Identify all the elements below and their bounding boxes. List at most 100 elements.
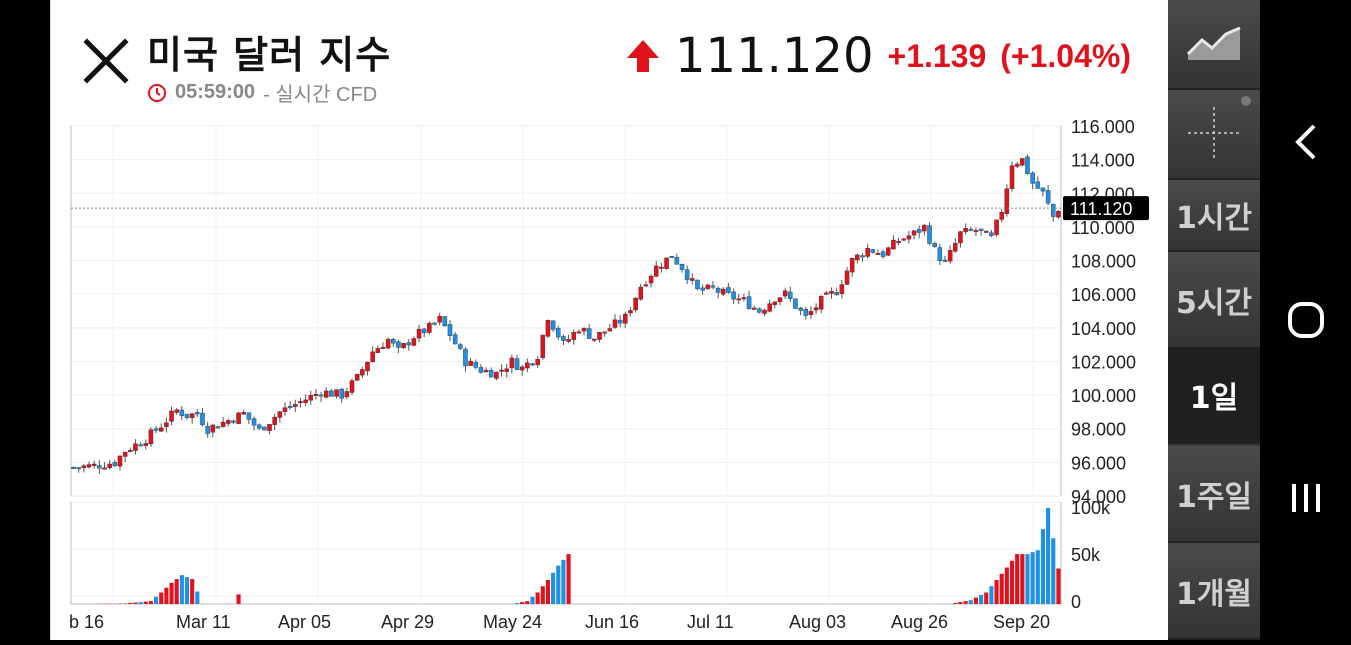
candlestick-chart-svg[interactable]: 116.000114.000112.000110.000108.000106.0… (51, 120, 1169, 640)
candle (242, 412, 246, 414)
volume-bar (154, 597, 158, 604)
candle (1020, 158, 1024, 165)
price-change-percent: (+1.04%) (1000, 38, 1131, 75)
line-chart-icon (1186, 24, 1242, 64)
candle (659, 267, 663, 269)
candle (195, 412, 199, 414)
recent-apps-icon[interactable] (1280, 472, 1332, 524)
x-tick-label: Apr 29 (381, 612, 434, 632)
candle (1015, 164, 1019, 166)
candle (175, 410, 179, 413)
candle (123, 452, 127, 456)
candle (577, 332, 581, 334)
instrument-title: 미국 달러 지수 (147, 24, 391, 79)
volume-bar (164, 588, 168, 604)
candle (664, 258, 668, 269)
volume-bar (541, 586, 545, 604)
timeframe-2[interactable]: 1일 (1168, 347, 1260, 444)
candle (768, 304, 772, 312)
candle (257, 425, 261, 428)
crosshair-icon (1168, 89, 1260, 179)
volume-bar (195, 592, 199, 604)
candle (77, 467, 81, 469)
timeframe-3[interactable]: 1주일 (1168, 446, 1260, 543)
candle (541, 335, 545, 358)
candle (139, 445, 143, 447)
candle (1051, 204, 1055, 216)
candle (247, 413, 251, 420)
candle (113, 462, 117, 465)
candle (293, 404, 297, 406)
volume-bar (546, 580, 550, 604)
candle (556, 328, 560, 337)
candle (72, 467, 76, 469)
crosshair-button[interactable] (1168, 90, 1260, 180)
candle (82, 466, 86, 468)
candle (530, 364, 534, 366)
candle (721, 289, 725, 294)
volume-bar (144, 602, 148, 604)
candle (783, 291, 787, 296)
candle (324, 391, 328, 397)
clock-icon (147, 83, 167, 103)
candle (108, 464, 112, 468)
candle (164, 423, 168, 427)
candle (314, 394, 318, 396)
home-icon[interactable] (1280, 294, 1332, 346)
candle (1010, 166, 1014, 189)
candle (551, 321, 555, 330)
volume-bar (133, 603, 137, 604)
candle (391, 339, 395, 343)
candle (711, 286, 715, 288)
candle (221, 422, 225, 427)
chart-type-button[interactable] (1168, 0, 1260, 90)
candle (886, 248, 890, 256)
candle (252, 419, 256, 426)
close-icon[interactable] (81, 36, 131, 86)
y-tick-label: 106.000 (1071, 285, 1136, 305)
candle (623, 314, 627, 323)
candle (1046, 190, 1050, 203)
candle (118, 456, 122, 466)
volume-bar (1015, 554, 1019, 604)
candle (1036, 182, 1040, 189)
candle (381, 347, 385, 349)
candle (917, 229, 921, 232)
candle (809, 311, 813, 314)
candle (866, 248, 870, 256)
candle (396, 342, 400, 348)
candle (726, 287, 730, 292)
timeframe-4[interactable]: 1개월 (1168, 543, 1260, 640)
candle (206, 426, 210, 433)
candle (345, 391, 349, 396)
candle (608, 329, 612, 332)
x-tick-label: May 24 (483, 612, 542, 632)
candle (958, 232, 962, 243)
candle (979, 229, 983, 231)
volume-bar (536, 592, 540, 604)
candle (231, 421, 235, 423)
back-icon[interactable] (1280, 116, 1332, 168)
candle (1005, 189, 1009, 214)
timeframe-1[interactable]: 5시간 (1168, 252, 1260, 349)
candle (304, 400, 308, 403)
candle (943, 260, 947, 262)
volume-bar (175, 579, 179, 604)
candle (639, 287, 643, 299)
timeframe-0[interactable]: 1시간 (1168, 180, 1260, 252)
current-price-tag-label: 111.120 (1070, 199, 1132, 219)
volume-bar (1056, 568, 1060, 604)
price-change: +1.139 (888, 38, 987, 75)
chart-screen: 미국 달러 지수 05:59:00 - 실시간 CFD 111.120 +1.1… (50, 0, 1169, 640)
volume-bar (567, 554, 571, 604)
candle (690, 278, 694, 280)
y-tick-label: 110.000 (1071, 218, 1135, 238)
candle (226, 420, 230, 423)
volume-bar (1046, 508, 1050, 604)
candle (984, 231, 988, 233)
candle (154, 429, 158, 431)
candle (649, 276, 653, 283)
candle (964, 228, 968, 232)
